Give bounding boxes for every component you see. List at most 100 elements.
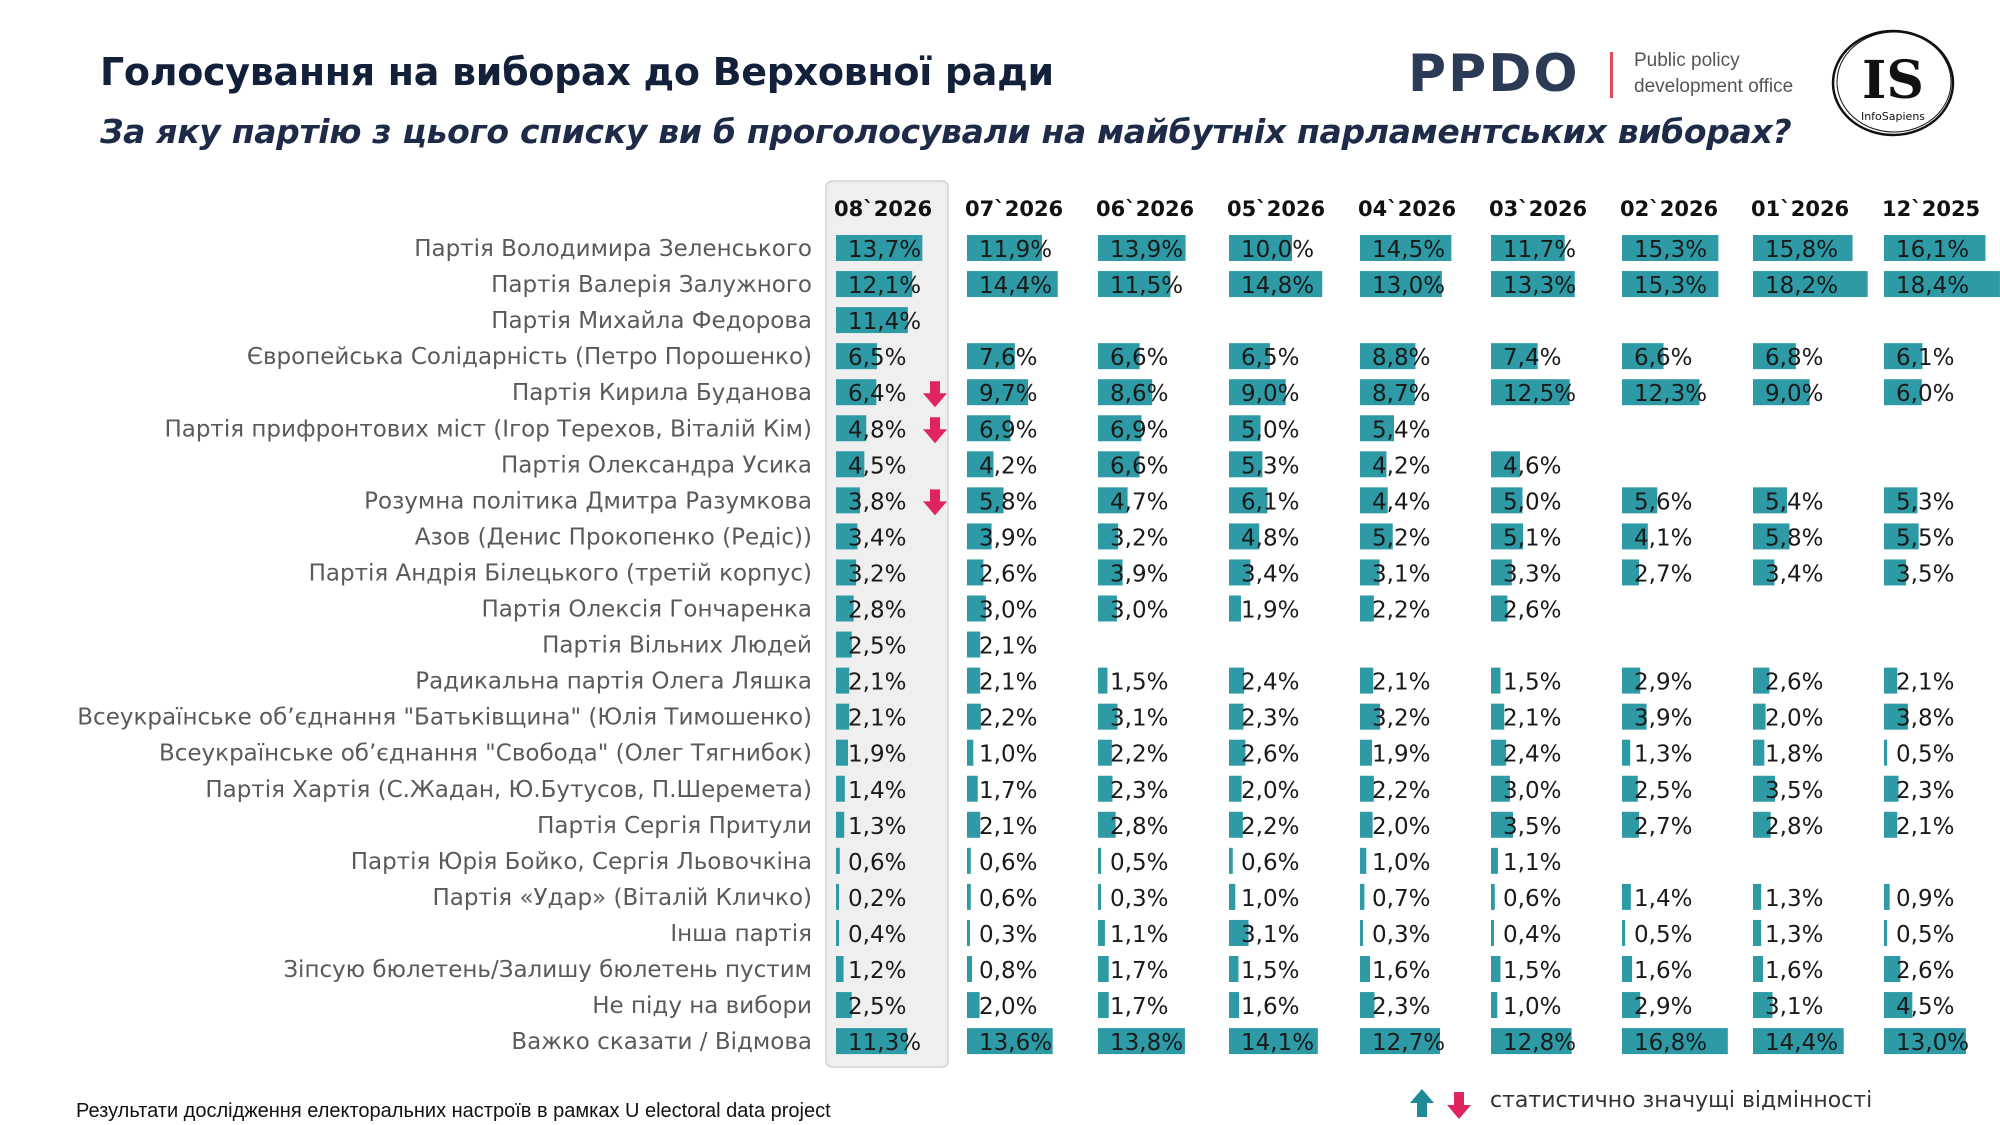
bar (1360, 703, 1381, 730)
value-label: 1,3% (1765, 886, 1823, 912)
bar (1491, 235, 1565, 261)
bar (1098, 379, 1153, 406)
bar (1360, 343, 1416, 370)
bar (967, 883, 971, 910)
bar (1098, 415, 1142, 442)
column-header: 05`2026 (1227, 197, 1325, 221)
bar (1884, 271, 2000, 298)
bar (1622, 667, 1641, 694)
value-label: 2,7% (1634, 561, 1692, 587)
value-label: 3,3% (1503, 561, 1561, 587)
value-label: 0,4% (1503, 922, 1561, 948)
bar (1360, 667, 1374, 694)
bar (1229, 451, 1263, 478)
bar (1098, 919, 1105, 946)
bar (1884, 559, 1907, 586)
bar (1884, 667, 1898, 694)
bar (1491, 559, 1512, 586)
value-label: 2,1% (1503, 706, 1561, 732)
ppdo-logo-line-1: Public policy (1634, 50, 1740, 71)
value-label: 6,9% (979, 417, 1037, 443)
bar (967, 739, 974, 766)
value-label: 1,3% (848, 814, 906, 840)
bar (1491, 487, 1523, 514)
value-label: 1,5% (1241, 958, 1299, 984)
bar (836, 451, 865, 478)
value-label: 12,7% (1372, 1030, 1445, 1056)
bar (1753, 523, 1790, 550)
value-label: 0,6% (848, 850, 906, 876)
bar (1098, 1028, 1185, 1055)
value-label: 9,0% (1241, 381, 1299, 407)
bar (1622, 379, 1700, 406)
bar (1360, 271, 1442, 298)
bar (836, 847, 840, 874)
footnote: Результати дослідження електоральних нас… (76, 1100, 831, 1122)
bar (1229, 523, 1260, 550)
value-label: 1,3% (1634, 742, 1692, 768)
value-label: 2,2% (1372, 778, 1430, 804)
value-label: 11,7% (1503, 237, 1576, 263)
bar (1622, 343, 1664, 370)
value-label: 1,4% (1634, 886, 1692, 912)
bar (1229, 559, 1251, 586)
row-label: Партія Олександра Усика (501, 452, 812, 478)
bar (1098, 992, 1109, 1019)
value-label: 0,5% (1110, 850, 1168, 876)
bar (1098, 847, 1102, 874)
bar (967, 343, 1015, 370)
bar (836, 559, 857, 586)
bar (1884, 992, 1913, 1019)
bar (836, 415, 867, 442)
ppdo-logo-separator (1610, 52, 1613, 98)
value-label: 1,6% (1765, 958, 1823, 984)
bar (1360, 739, 1372, 766)
row-label: Партія Кирила Буданова (512, 380, 812, 406)
value-label: 2,3% (1241, 706, 1299, 732)
value-label: 5,4% (1765, 489, 1823, 515)
bar (1491, 667, 1501, 694)
row-label: Інша партія (670, 921, 812, 947)
column-headers: 08`2026 07`2026 06`2026 05`2026 04`2026 03`20… (834, 197, 1980, 221)
column-header: 07`2026 (965, 197, 1063, 221)
row-labels: Партія Володимира Зеленського Партія Вале… (77, 236, 812, 1055)
row-label: Партія Олексія Гончаренка (481, 597, 812, 623)
bar (967, 451, 994, 478)
value-label: 0,9% (1896, 886, 1954, 912)
bar (1229, 1028, 1318, 1055)
column-header: 04`2026 (1358, 197, 1456, 221)
bar (1753, 1028, 1844, 1055)
value-label: 2,6% (1765, 670, 1823, 696)
bar (1098, 271, 1171, 298)
bar (1753, 919, 1762, 946)
value-label: 11,9% (979, 237, 1052, 263)
bar (1753, 343, 1796, 370)
bar (1491, 451, 1520, 478)
bar (1884, 775, 1899, 802)
bar (1753, 271, 1868, 298)
value-label: 3,1% (1110, 706, 1168, 732)
value-label: 6,6% (1110, 453, 1168, 479)
value-label: 6,5% (848, 345, 906, 371)
bar (1360, 847, 1367, 874)
column-header: 03`2026 (1489, 197, 1587, 221)
bar (967, 703, 981, 730)
value-label: 2,6% (979, 561, 1037, 587)
bar (1491, 703, 1505, 730)
legend-icons (1410, 1089, 1471, 1119)
bar (1229, 703, 1244, 730)
bar (967, 379, 1029, 406)
value-label: 1,6% (1634, 958, 1692, 984)
value-label: 6,0% (1896, 381, 1954, 407)
bar (836, 919, 839, 946)
bar (967, 271, 1058, 298)
bar (1098, 559, 1123, 586)
value-label: 14,5% (1372, 237, 1445, 263)
bar (1098, 883, 1101, 910)
arrow-down-icon (923, 381, 947, 408)
bar (967, 523, 992, 550)
value-label: 2,1% (848, 706, 906, 732)
bar (1491, 523, 1524, 550)
bar (836, 523, 858, 550)
bar (1884, 956, 1901, 982)
